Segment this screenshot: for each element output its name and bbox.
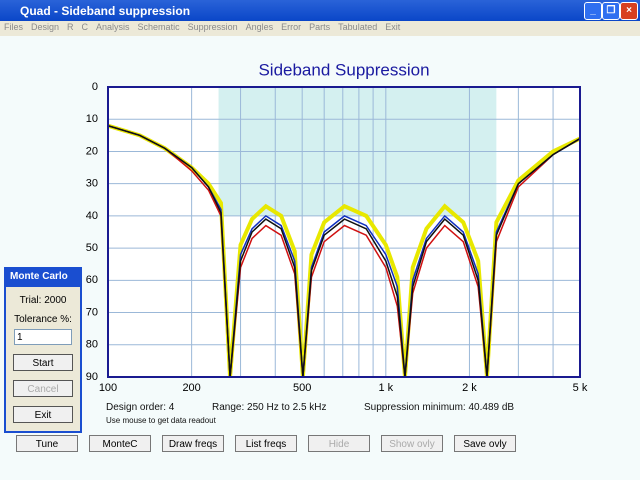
menu-item[interactable]: Angles	[245, 22, 274, 32]
y-tick-label: 50	[86, 242, 98, 254]
button[interactable]: Draw freqs	[162, 435, 224, 452]
button[interactable]: Save ovly	[454, 435, 516, 452]
menu-item[interactable]: Suppression	[187, 22, 238, 32]
start-button[interactable]: Start	[13, 354, 73, 371]
y-tick-label: 70	[86, 306, 98, 318]
menu-item[interactable]: Parts	[309, 22, 331, 32]
status-order: Design order: 4	[106, 402, 175, 413]
tolerance-label: Tolerance %:	[14, 314, 72, 325]
y-tick-label: 60	[86, 274, 98, 286]
y-tick-label: 40	[86, 210, 98, 222]
title-bar: Quad - Sideband suppression _ ❐ ×	[0, 0, 640, 21]
menu-item[interactable]: Design	[31, 22, 60, 32]
trial: Trial: 2000	[19, 295, 67, 306]
menu-item[interactable]: Exit	[385, 22, 401, 32]
menu-item[interactable]: C	[81, 22, 89, 32]
close[interactable]: ×	[620, 2, 638, 20]
x-tick-label: 100	[99, 382, 117, 394]
button: Hide	[308, 435, 370, 452]
tolerance-input[interactable]: 1	[14, 329, 72, 345]
status-range: Range: 250 Hz to 2.5 kHz	[212, 402, 327, 413]
button: Show ovly	[381, 435, 443, 452]
button[interactable]: List freqs	[235, 435, 297, 452]
button-row: Tune MonteC Draw freqs List freqs Hide Show o…	[16, 435, 516, 452]
y-tick-label: 30	[86, 178, 98, 190]
status-minimum: Suppression minimum: 40.489 dB	[364, 402, 515, 413]
y-tick-label: 20	[86, 145, 98, 157]
menu-item[interactable]: Analysis	[96, 22, 130, 32]
y-tick-label: 10	[86, 113, 98, 125]
maximize[interactable]: ❐	[602, 2, 620, 20]
monte-carlo-panel: Monte Carlo Trial: 2000 Tolerance %: 1 S…	[4, 267, 82, 433]
x-tick-label: 2 k	[462, 382, 477, 394]
plot-border	[107, 86, 581, 378]
x-tick-label: 500	[293, 382, 311, 394]
minimize[interactable]: _	[584, 2, 602, 20]
status-hint: Use mouse to get data readout	[106, 416, 216, 425]
exit-button[interactable]: Exit	[13, 406, 73, 423]
y-tick-label: 90	[86, 371, 98, 383]
y-tick-label: 0	[92, 81, 98, 93]
menu-item[interactable]: R	[67, 22, 74, 32]
x-tick-label: 200	[182, 382, 200, 394]
menu-item[interactable]: Tabulated	[338, 22, 378, 32]
series-line	[107, 123, 581, 378]
menu-item[interactable]: Files	[4, 22, 24, 32]
window-title: Quad - Sideband suppression	[20, 4, 191, 18]
menu-item[interactable]: Schematic	[137, 22, 180, 32]
button[interactable]: Tune	[16, 435, 78, 452]
menu-item[interactable]: Error	[281, 22, 302, 32]
chart-title: Sideband Suppression	[258, 60, 429, 79]
x-tick-label: 1 k	[378, 382, 393, 394]
button[interactable]: MonteC	[89, 435, 151, 452]
cancel-button: Cancel	[13, 380, 73, 397]
menu-bar: Files Design R C Analysis Schematic Suppressio…	[0, 21, 640, 36]
panel-title: Monte Carlo	[6, 269, 80, 287]
series-line	[107, 124, 581, 378]
x-tick-label: 5 k	[573, 382, 588, 394]
y-tick-label: 80	[86, 339, 98, 351]
